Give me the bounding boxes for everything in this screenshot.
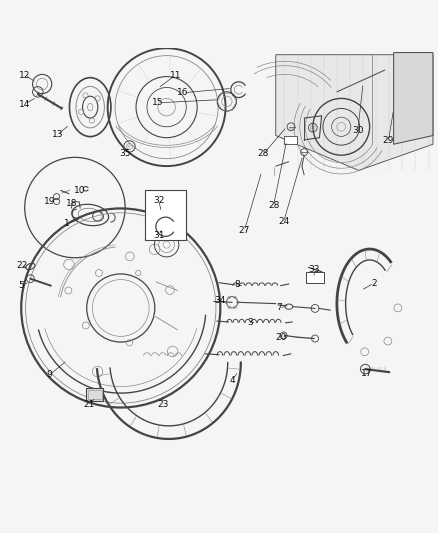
Text: 13: 13 bbox=[52, 130, 63, 139]
Text: 19: 19 bbox=[44, 197, 55, 206]
Text: 22: 22 bbox=[16, 261, 27, 270]
Text: 14: 14 bbox=[19, 100, 30, 109]
Polygon shape bbox=[276, 55, 433, 171]
Text: 34: 34 bbox=[214, 296, 226, 305]
Bar bbox=[306, 272, 324, 283]
Text: 9: 9 bbox=[47, 370, 53, 379]
Text: 11: 11 bbox=[170, 71, 181, 80]
Text: 5: 5 bbox=[19, 281, 25, 290]
Text: 2: 2 bbox=[371, 279, 377, 288]
Text: 24: 24 bbox=[278, 217, 289, 227]
Text: 18: 18 bbox=[66, 199, 77, 208]
Text: 3: 3 bbox=[247, 318, 253, 327]
Text: 8: 8 bbox=[234, 280, 240, 289]
Text: 16: 16 bbox=[177, 88, 189, 97]
Text: 12: 12 bbox=[19, 71, 30, 80]
Text: 28: 28 bbox=[258, 149, 269, 158]
Text: 35: 35 bbox=[120, 149, 131, 158]
Text: 1: 1 bbox=[64, 219, 70, 228]
Text: 21: 21 bbox=[83, 400, 95, 408]
Text: 27: 27 bbox=[239, 226, 250, 235]
Text: 33: 33 bbox=[308, 265, 320, 274]
Bar bbox=[88, 390, 102, 399]
Polygon shape bbox=[394, 53, 433, 144]
Text: 17: 17 bbox=[361, 369, 372, 378]
Text: 29: 29 bbox=[383, 136, 394, 146]
Bar bbox=[86, 389, 103, 400]
Text: 15: 15 bbox=[152, 98, 164, 107]
Text: 31: 31 bbox=[153, 231, 165, 239]
Text: 20: 20 bbox=[276, 333, 287, 342]
Text: 23: 23 bbox=[157, 400, 169, 408]
Text: 28: 28 bbox=[268, 201, 279, 210]
Bar bbox=[145, 190, 186, 240]
Text: 32: 32 bbox=[153, 196, 164, 205]
Text: 7: 7 bbox=[276, 303, 282, 312]
Bar bbox=[284, 136, 297, 144]
Text: 4: 4 bbox=[229, 376, 235, 384]
Text: 30: 30 bbox=[352, 126, 364, 135]
Text: 10: 10 bbox=[74, 185, 86, 195]
